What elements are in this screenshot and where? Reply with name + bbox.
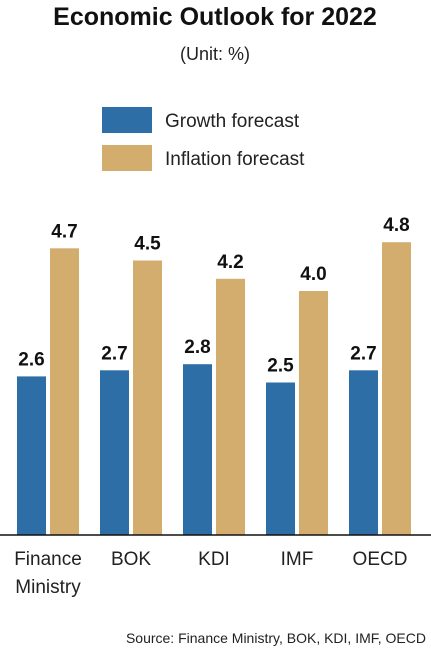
category-label-1-0: BOK [111,549,151,570]
bar-inflation-1 [133,260,162,535]
chart-subtitle: (Unit: %) [180,44,250,64]
value-label-inflation-4: 4.8 [383,215,409,236]
legend-label-growth: Growth forecast [165,111,300,132]
category-label-0-0: Finance [14,549,82,570]
value-label-inflation-0: 4.7 [51,221,77,242]
value-label-growth-2: 2.8 [184,337,210,358]
bar-growth-1 [100,370,129,535]
bar-inflation-0 [50,248,79,536]
bar-inflation-2 [216,278,245,535]
source-note: Source: Finance Ministry, BOK, KDI, IMF,… [126,630,426,646]
value-label-growth-4: 2.7 [350,343,376,364]
legend: Growth forecast Inflation forecast [102,107,305,171]
bar-growth-0 [17,376,46,535]
legend-label-inflation: Inflation forecast [165,149,305,170]
bar-growth-2 [183,364,212,535]
category-labels-group: Finance Ministry BOK KDI IMF OECD [14,549,407,598]
value-label-growth-0: 2.6 [18,349,44,370]
category-label-3-0: IMF [281,549,314,570]
bar-inflation-4 [382,242,411,535]
value-label-inflation-3: 4.0 [300,264,326,285]
bar-growth-4 [349,370,378,535]
value-label-growth-3: 2.5 [267,356,294,377]
legend-swatch-inflation [102,145,152,171]
legend-swatch-growth [102,107,152,133]
value-label-inflation-1: 4.5 [134,234,161,255]
value-label-inflation-2: 4.2 [217,252,243,273]
category-label-4-0: OECD [353,549,408,570]
bars-group [17,242,411,536]
bar-growth-3 [266,382,295,535]
chart-title: Economic Outlook for 2022 [53,3,377,31]
value-labels-group: 2.6 2.7 2.8 2.5 2.7 4.7 4.5 4.2 4.0 4.8 [18,215,409,376]
value-label-growth-1: 2.7 [101,343,127,364]
category-label-2-0: KDI [198,549,230,570]
bar-inflation-3 [299,291,328,535]
category-label-0-1: Ministry [15,577,81,598]
